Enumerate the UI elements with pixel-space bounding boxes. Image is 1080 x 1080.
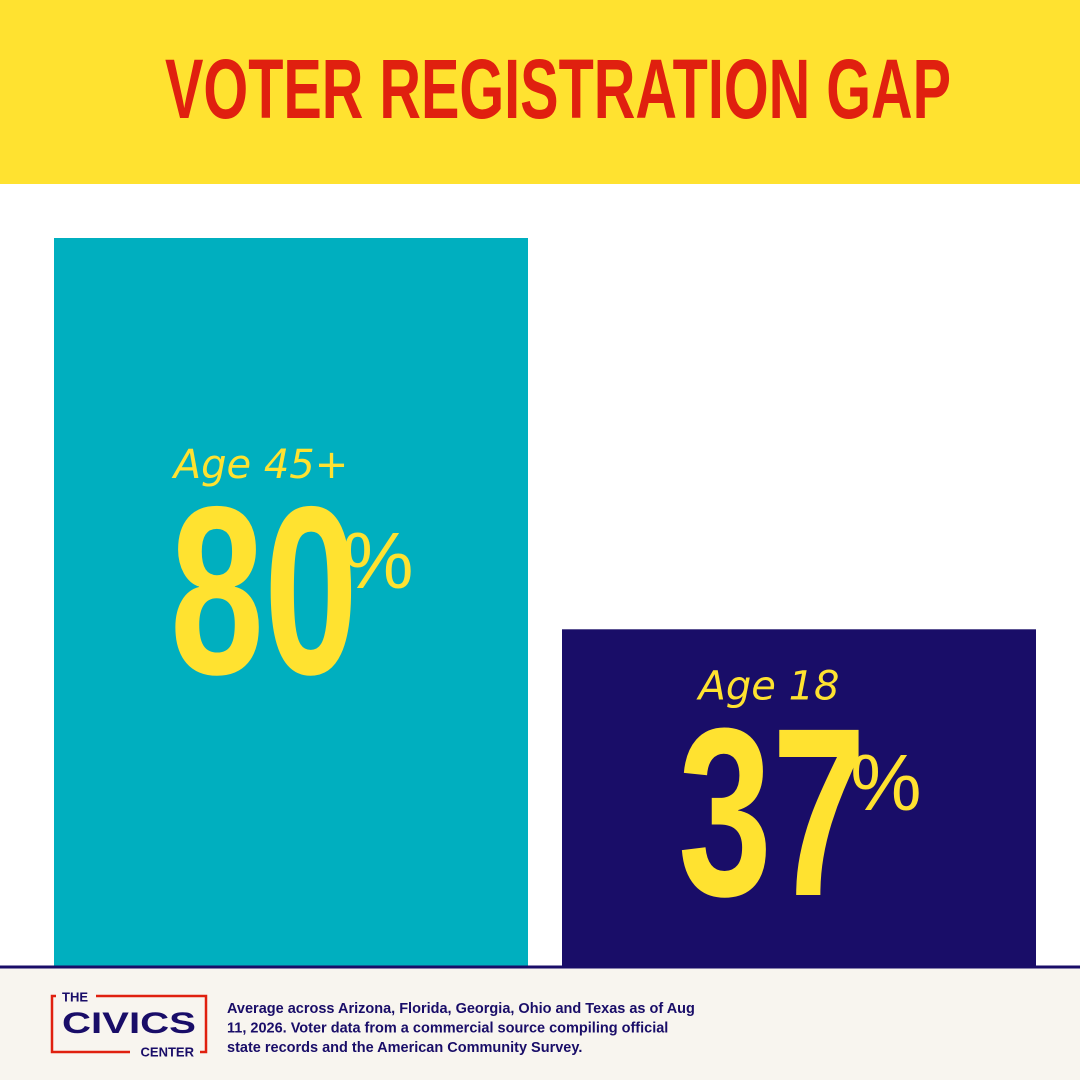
footer: [0, 966, 1080, 1080]
bar: [562, 629, 1036, 966]
footnote-line: Average across Arizona, Florida, Georgia…: [227, 1001, 695, 1017]
logo-frame: [50, 994, 208, 1054]
logo-gap: [56, 988, 96, 1004]
footnote-line: state records and the American Community…: [227, 1040, 582, 1056]
bar: [54, 238, 528, 966]
logo-text: CENTER: [141, 1044, 195, 1059]
unit-label: %: [342, 516, 413, 605]
logo-text: CIVICS: [62, 1007, 196, 1040]
footnote: Average across Arizona, Florida, Georgia…: [227, 1001, 695, 1056]
logo-text: THE: [62, 989, 88, 1004]
unit-label: %: [850, 738, 921, 827]
header-band: [0, 0, 1080, 184]
chart-title: VOTER REGISTRATION GAP: [165, 42, 951, 136]
category-label: Age 18: [696, 664, 840, 710]
footnote-line: 11, 2026. Voter data from a commercial s…: [227, 1020, 668, 1036]
value-label: 37: [678, 678, 866, 946]
value-label: 80: [170, 456, 358, 724]
category-label: Age 45+: [171, 442, 349, 488]
logo-gap: [130, 1044, 200, 1060]
